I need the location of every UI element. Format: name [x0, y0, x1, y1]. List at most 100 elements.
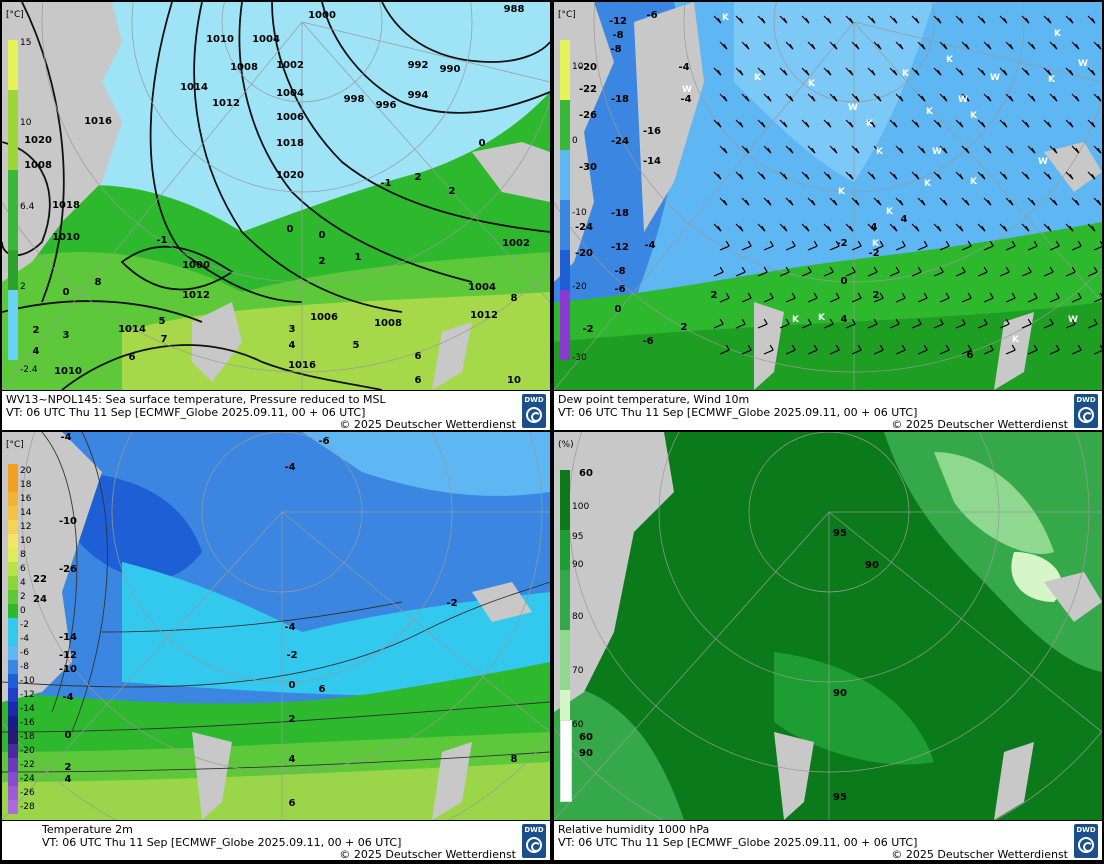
- wind-barb-icon: [1043, 171, 1052, 180]
- wind-barb-icon: [1043, 318, 1054, 329]
- legend-tick: -16: [20, 718, 35, 728]
- contour-label: 1006: [276, 112, 304, 123]
- wind-barb-icon: [829, 240, 840, 251]
- legend-tick: 10: [572, 62, 584, 72]
- contour-label: -18: [611, 94, 629, 105]
- wind-barb-icon: [911, 15, 920, 24]
- wind-barb-icon: [1005, 344, 1016, 355]
- panel-caption: Temperature 2m VT: 06 UTC Thu 11 Sep [EC…: [2, 820, 550, 860]
- wind-barb-icon: [911, 119, 920, 128]
- legend-tick: 16: [20, 494, 32, 504]
- contour-label: 1016: [84, 116, 112, 127]
- contour-label: -24: [575, 222, 593, 233]
- wind-barb-icon: [873, 344, 884, 355]
- wind-barb-icon: [1021, 171, 1030, 180]
- wind-barb-icon: [889, 67, 898, 76]
- wind-barb-icon: [757, 171, 766, 180]
- contour-label: 1008: [24, 160, 52, 171]
- contour-label: -4: [284, 622, 295, 633]
- wind-barb-icon: [823, 15, 832, 24]
- wind-barb-icon: [999, 119, 1008, 128]
- wind-barb-icon: [939, 145, 948, 154]
- contour-label: 1014: [118, 324, 146, 335]
- contour-label: -4: [62, 692, 73, 703]
- legend-tick: -30: [572, 353, 587, 363]
- wind-barb-icon: [807, 344, 818, 355]
- wind-barb-icon: [801, 266, 812, 277]
- wind-barb-icon: [999, 266, 1010, 277]
- contour-label: 4: [871, 222, 878, 233]
- legend-tick: 70: [572, 666, 584, 676]
- wind-barb-icon: [1027, 292, 1038, 303]
- contour-label: 990: [440, 64, 461, 75]
- legend-tick: -10: [20, 676, 35, 686]
- copyright: © 2025 Deutscher Wetterdienst: [891, 418, 1068, 430]
- wind-barb-icon: [713, 266, 724, 277]
- dewpoint-colorbar: [°C] 10 0 -10 -20 -30: [556, 10, 588, 363]
- wind-barb-icon: [1027, 93, 1036, 102]
- wind-center-marker: K: [902, 69, 910, 79]
- wind-barb-icon: [757, 15, 766, 24]
- wind-barb-icon: [939, 197, 948, 206]
- wind-barb-icon: [1093, 292, 1102, 303]
- dwd-logo-icon: DWD: [522, 824, 546, 858]
- wind-barb-icon: [823, 318, 834, 329]
- wind-barb-icon: [779, 171, 788, 180]
- contour-label: 6: [967, 350, 974, 361]
- wind-barb-icon: [845, 15, 854, 24]
- wind-barb-icon: [1005, 145, 1014, 154]
- wind-barb-icon: [779, 67, 788, 76]
- legend-swatch: [8, 576, 18, 590]
- wind-barb-icon: [895, 197, 904, 206]
- map-dewpoint-wind: -12-8-6-8-4-4-4-6-20-22-18-26-24-16-14-3…: [554, 2, 1102, 390]
- dwd-logo-icon: DWD: [522, 394, 546, 428]
- contour-label: -8: [610, 44, 621, 55]
- wind-barb-icon: [917, 197, 926, 206]
- wind-barb-icon: [999, 15, 1008, 24]
- wind-barb-icon: [735, 67, 744, 76]
- legend-tick: 100: [572, 502, 590, 512]
- wind-barb-icon: [1093, 145, 1102, 154]
- contour-label: 5: [159, 316, 166, 327]
- wind-barb-icon: [845, 67, 854, 76]
- contour-label: 996: [376, 100, 397, 111]
- contour-label: 992: [408, 60, 429, 71]
- legend-swatch: [8, 478, 18, 492]
- legend-swatch: [8, 618, 18, 632]
- wind-barb-icon: [983, 145, 992, 154]
- legend-tick: 80: [572, 612, 584, 622]
- wind-barb-icon: [801, 67, 810, 76]
- contour-label: 8: [511, 293, 518, 304]
- wind-barb-icon: [801, 15, 810, 24]
- panel-sst-mslp: 1000 988 1010 1004 1008 1002 1014 1012 992 990 101…: [2, 2, 550, 430]
- contour-label: -6: [318, 436, 329, 447]
- contour-label: -1: [380, 178, 391, 189]
- wind-barb-icon: [713, 223, 722, 232]
- wind-barb-icon: [1005, 240, 1016, 251]
- wind-center-marker: K: [1012, 335, 1020, 345]
- wind-barb-icon: [955, 318, 966, 329]
- wind-barb-icon: [1049, 93, 1058, 102]
- wind-barb-icon: [735, 171, 744, 180]
- wind-barb-icon: [1087, 67, 1096, 76]
- wind-barb-icon: [801, 171, 810, 180]
- contour-label: 0: [289, 680, 296, 691]
- wind-barb-icon: [961, 41, 970, 50]
- wind-barb-icon: [873, 145, 882, 154]
- wind-barb-icon: [801, 318, 812, 329]
- contour-label: 994: [408, 90, 429, 101]
- wind-center-marker: K: [924, 179, 932, 189]
- wind-barb-icon: [735, 15, 744, 24]
- wind-barb-icon: [873, 93, 882, 102]
- wind-center-marker: K: [1048, 75, 1056, 85]
- contour-label: -20: [579, 62, 597, 73]
- contour-label: 4: [841, 314, 848, 325]
- wind-barb-icon: [763, 240, 774, 251]
- wind-barb-icon: [895, 292, 906, 303]
- wind-barb-icon: [829, 93, 838, 102]
- wind-barb-icon: [1065, 266, 1076, 277]
- wind-barb-icon: [1065, 223, 1074, 232]
- wind-barb-icon: [1021, 223, 1030, 232]
- wind-barb-icon: [983, 240, 994, 251]
- legend-swatch: [8, 534, 18, 548]
